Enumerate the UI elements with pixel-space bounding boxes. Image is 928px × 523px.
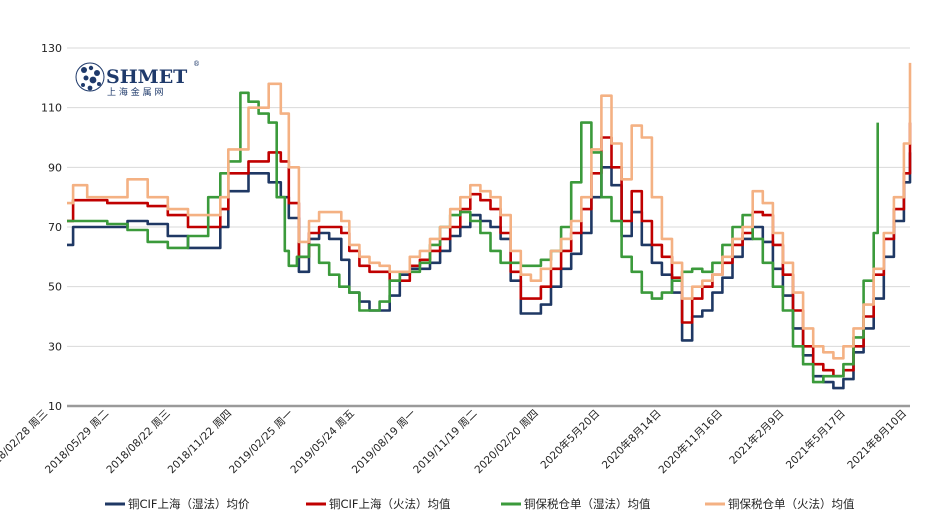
x-tick-label: 2020年8月14日 bbox=[599, 407, 664, 472]
logo-brand: SHMET bbox=[106, 66, 187, 88]
x-tick-label: 2018/02/28 周三 bbox=[0, 408, 50, 476]
x-tick-label: 2021年5月17日 bbox=[783, 407, 848, 472]
series-line-4 bbox=[67, 62, 912, 360]
legend-label: 铜保税仓单（火法）均值 bbox=[728, 497, 855, 511]
y-tick-label: 50 bbox=[48, 281, 62, 294]
x-tick-label: 2019/02/25 周一 bbox=[227, 407, 296, 476]
legend-label: 铜CIF上海（火法）均值 bbox=[329, 497, 451, 511]
legend-label: 铜保税仓单（湿法）均值 bbox=[524, 497, 651, 511]
x-tick-label: 2020/02/20 周四 bbox=[472, 408, 540, 476]
legend-item-bonded-hydro: 铜保税仓单（湿法）均值 bbox=[501, 497, 651, 511]
x-tick-label: 2021年8月10日 bbox=[845, 407, 910, 472]
x-tick-label: 2020年5月20日 bbox=[538, 407, 603, 472]
x-tick-label: 2018/11/22 周四 bbox=[166, 408, 234, 476]
legend-item-cif-hydro: 铜CIF上海（湿法）均价 bbox=[105, 497, 250, 511]
legend: 铜CIF上海（湿法）均价 铜CIF上海（火法）均值 铜保税仓单（湿法）均值 铜保… bbox=[105, 497, 855, 511]
series-lines bbox=[67, 62, 912, 390]
x-tick-label: 2021年2月9日 bbox=[727, 407, 787, 467]
legend-item-cif-fire: 铜CIF上海（火法）均值 bbox=[306, 497, 451, 511]
series-line-3 bbox=[67, 91, 879, 384]
y-tick-label: 110 bbox=[41, 102, 62, 115]
x-tick-label: 2018/08/22 周三 bbox=[104, 408, 172, 476]
y-tick-label: 130 bbox=[41, 42, 62, 55]
logo-registered: ® bbox=[193, 60, 200, 68]
y-tick-label: 90 bbox=[48, 161, 62, 174]
legend-label: 铜CIF上海（湿法）均价 bbox=[128, 497, 250, 511]
x-tick-label: 2019/11/19 周二 bbox=[411, 408, 479, 476]
legend-item-bonded-fire: 铜保税仓单（火法）均值 bbox=[705, 497, 855, 511]
y-tick-label: 70 bbox=[48, 221, 62, 234]
logo-subtitle: 上 海 金 属 网 bbox=[107, 86, 163, 98]
y-tick-label: 30 bbox=[48, 340, 62, 353]
logo-globe-icon bbox=[75, 62, 105, 92]
x-tick-label: 2020年11月16日 bbox=[656, 407, 725, 476]
y-tick-label: 10 bbox=[48, 400, 62, 413]
x-tick-label: 2019/08/19 周一 bbox=[350, 407, 419, 476]
x-tick-label: 2018/05/29 周二 bbox=[43, 408, 111, 476]
shmet-logo: SHMET ® 上 海 金 属 网 bbox=[75, 60, 200, 98]
x-tick-label: 2019/05/24 周五 bbox=[288, 408, 356, 476]
y-axis-tick-labels: 10 30 50 70 90 110 130 bbox=[41, 42, 62, 413]
